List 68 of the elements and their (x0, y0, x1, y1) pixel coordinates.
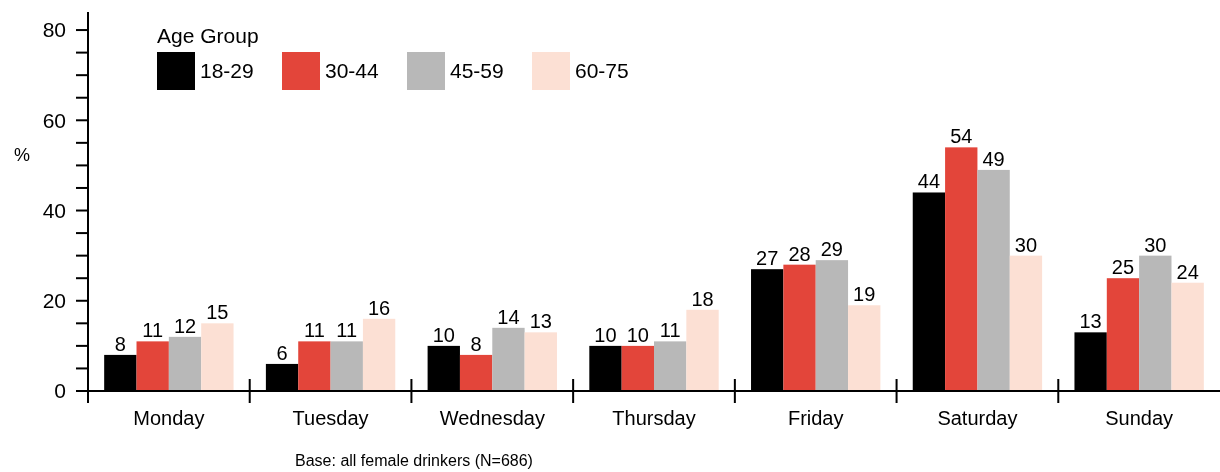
bar (1171, 282, 1204, 391)
bar (945, 147, 978, 391)
data-label: 14 (497, 305, 520, 328)
y-tick-label: 0 (54, 379, 66, 403)
bar (168, 336, 202, 391)
bar (330, 341, 363, 391)
x-tick-label: Friday (787, 407, 844, 429)
bar (136, 341, 169, 391)
x-tick-label: Wednesday (439, 407, 545, 429)
data-label: 12 (173, 314, 197, 337)
legend-label: 18-29 (200, 59, 254, 83)
data-label: 25 (1111, 256, 1135, 279)
bar (1139, 255, 1172, 391)
legend-title: Age Group (157, 24, 259, 47)
bar (1009, 255, 1043, 391)
y-tick-label: 80 (42, 18, 66, 42)
x-tick-label: Tuesday (292, 407, 369, 429)
data-label: 15 (206, 301, 229, 324)
y-tick-label: 40 (42, 198, 66, 222)
bar (621, 345, 654, 391)
data-label: 49 (982, 147, 1005, 170)
data-label: 11 (142, 319, 164, 342)
y-tick-label: 60 (42, 108, 66, 132)
data-label: 54 (950, 125, 973, 148)
bar (1106, 278, 1140, 391)
legend-label: 45-59 (450, 59, 504, 83)
data-label: 27 (756, 247, 779, 270)
data-label: 16 (367, 296, 391, 319)
data-label: 10 (626, 323, 649, 346)
data-label: 11 (336, 319, 358, 342)
x-tick-label: Sunday (1105, 407, 1174, 429)
bar (492, 327, 525, 391)
data-label: 13 (1079, 310, 1102, 333)
bar (815, 260, 849, 391)
data-label: 29 (820, 238, 844, 261)
data-label: 28 (788, 242, 811, 265)
bar (977, 169, 1010, 391)
data-label: 6 (276, 341, 288, 364)
bar (848, 305, 881, 391)
data-label: 10 (432, 323, 455, 346)
legend-label: 60-75 (575, 59, 629, 83)
data-label: 30 (1014, 233, 1038, 256)
data-label: 30 (1144, 233, 1167, 256)
data-label: 13 (529, 310, 552, 333)
data-label: 8 (114, 332, 126, 355)
text: Base: all female drinkers (N=686) (295, 452, 533, 469)
data-label: 24 (1176, 260, 1199, 283)
bar (362, 318, 396, 391)
bar (524, 332, 557, 391)
bar (201, 323, 234, 391)
bar (459, 354, 493, 391)
bar (783, 264, 816, 391)
legend-label: 30-44 (325, 59, 380, 83)
data-label: 11 (304, 319, 325, 342)
x-tick-label: Monday (133, 407, 205, 429)
data-label: 44 (917, 170, 941, 193)
x-tick-label: Saturday (937, 407, 1018, 429)
data-label: 18 (691, 287, 714, 310)
bar (654, 341, 687, 391)
y-tick-label: 20 (42, 289, 66, 313)
y-axis-title: % (13, 145, 31, 165)
data-label: 8 (470, 332, 482, 355)
x-tick-label: Thursday (612, 407, 696, 429)
data-label: 19 (853, 283, 876, 306)
bar (686, 309, 719, 391)
data-label: 10 (594, 323, 617, 346)
bar (298, 341, 331, 391)
data-label: 11 (659, 319, 681, 342)
